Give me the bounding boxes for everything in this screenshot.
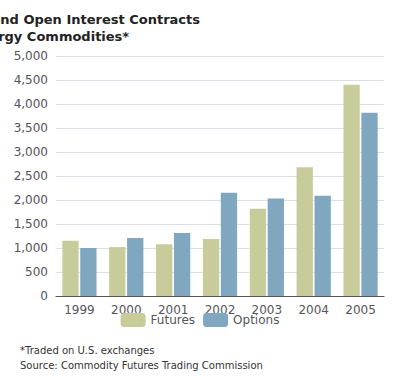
svg-text:2,000: 2,000	[14, 193, 48, 207]
svg-text:4,000: 4,000	[14, 97, 48, 111]
svg-text:2005: 2005	[345, 303, 376, 317]
svg-text:1999: 1999	[64, 303, 95, 317]
svg-text:2000: 2000	[111, 303, 142, 317]
svg-text:4,500: 4,500	[14, 73, 48, 87]
svg-text:3,500: 3,500	[14, 121, 48, 135]
svg-text:2,500: 2,500	[14, 169, 48, 183]
svg-text:2001: 2001	[157, 303, 189, 317]
svg-text:Options: Options	[233, 313, 279, 327]
svg-text:0: 0	[40, 289, 48, 303]
svg-text:2004: 2004	[298, 303, 329, 317]
svg-text:2003: 2003	[251, 303, 283, 317]
svg-text:*Traded on U.S. exchanges: *Traded on U.S. exchanges	[20, 345, 154, 356]
svg-text:2002: 2002	[204, 303, 236, 317]
svg-text:5,000: 5,000	[14, 49, 48, 63]
svg-text:Average Month-end Open Interes: Average Month-end Open Interest Contract…	[0, 12, 200, 27]
svg-text:for Energy Commodities*: for Energy Commodities*	[0, 29, 129, 44]
svg-text:Futures: Futures	[151, 313, 195, 327]
svg-text:1,000: 1,000	[14, 241, 48, 255]
svg-text:3,000: 3,000	[14, 145, 48, 159]
svg-text:500: 500	[25, 265, 48, 279]
svg-text:1,500: 1,500	[14, 217, 48, 231]
svg-text:Source: Commodity Futures Trad: Source: Commodity Futures Trading Commis…	[20, 360, 263, 371]
